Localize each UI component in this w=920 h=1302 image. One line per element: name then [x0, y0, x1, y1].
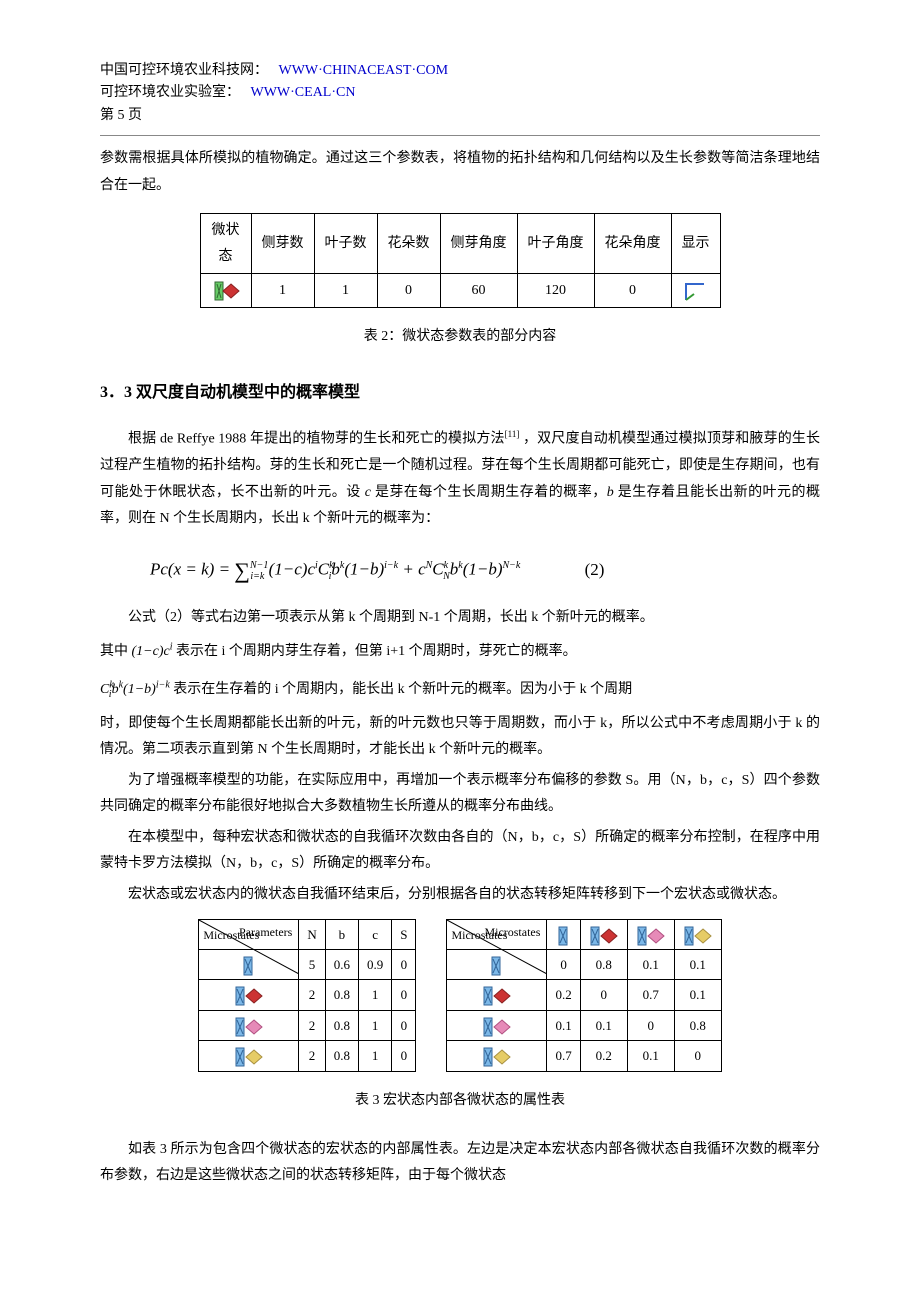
table-2-caption: 表 2：微状态参数表的部分内容 [100, 324, 820, 349]
t3r-icon-3 [447, 1041, 547, 1071]
table-3-right: Microstates Microstates 00.80.10.1 0.200… [446, 919, 721, 1072]
t3l-col-N: N [299, 919, 325, 949]
s33-p1-c: 是芽在每个生长周期生存着的概率， [371, 485, 607, 500]
ref-11: [11] [505, 429, 520, 439]
table-2-data-row: 1 1 0 60 120 0 [200, 273, 720, 307]
t2-h7: 显示 [671, 214, 720, 273]
s33-p4: Ckibk(1−b)i−k 表示在生存着的 i 个周期内，能长出 k 个新叶元的… [100, 673, 820, 707]
t3l-col-c: c [358, 919, 391, 949]
t3l-row-1: 20.810 [199, 980, 416, 1010]
intro-paragraph: 参数需根据具体所模拟的植物确定。通过这三个参数表，将植物的拓扑结构和几何结构以及… [100, 146, 820, 199]
s33-p1: 根据 de Reffye 1988 年提出的植物芽的生长和死亡的模拟方法[11]… [100, 426, 820, 533]
microstate-icon [211, 280, 241, 302]
t3r-row-3: 0.70.20.10 [447, 1041, 721, 1071]
formula-2: Pc(x = k) = ∑N−1i=k (1−c)ciCkibk(1−b)i−k… [100, 551, 820, 591]
expr-2: Ckibk(1−b)i−k [100, 682, 170, 697]
s33-p5: 时，即使每个生长周期都能长出新的叶元，新的叶元数也只等于周期数，而小于 k，所以… [100, 711, 820, 764]
sum-lower: i=k [250, 571, 264, 582]
t2-c4: 60 [440, 273, 517, 307]
s33-p3-a: 其中 [100, 644, 132, 659]
table-3-caption: 表 3 宏状态内部各微状态的属性表 [100, 1088, 820, 1113]
formula-number: (2) [585, 560, 605, 579]
t2-c1: 1 [251, 273, 314, 307]
t3r-diag: Microstates Microstates [447, 919, 547, 949]
s33-p3: 其中 (1−c)ci 表示在 i 个周期内芽生存着，但第 i+1 个周期时，芽死… [100, 635, 820, 669]
t2-c3: 0 [377, 273, 440, 307]
t2-h1: 侧芽数 [251, 214, 314, 273]
t2-icon-cell [200, 273, 251, 307]
table-3-wrapper: Parameters Microstates N b c S 50.60.90 … [100, 919, 820, 1072]
t3r-icon-1 [447, 980, 547, 1010]
t2-h4: 侧芽角度 [440, 214, 517, 273]
section-3-3-heading: 3．3 双尺度自动机模型中的概率模型 [100, 379, 820, 408]
page-number: 第 5 页 [100, 105, 820, 127]
t3r-col-2 [627, 919, 674, 949]
t2-h3: 花朵数 [377, 214, 440, 273]
s33-p2: 公式（2）等式右边第一项表示从第 k 个周期到 N-1 个周期，长出 k 个新叶… [100, 605, 820, 632]
t3l-col-S: S [392, 919, 416, 949]
display-icon [682, 280, 710, 302]
s33-p3-b: 表示在 i 个周期内芽生存着，但第 i+1 个周期时，芽死亡的概率。 [172, 644, 576, 659]
table-2: 微状态 侧芽数 叶子数 花朵数 侧芽角度 叶子角度 花朵角度 显示 1 1 0 … [200, 213, 721, 308]
t3r-col-3 [674, 919, 721, 949]
header-prefix-1: 中国可控环境农业科技网： [100, 63, 268, 78]
t3l-diag: Parameters Microstates [199, 919, 299, 949]
s33-p4-b: 表示在生存着的 i 个周期内，能长出 k 个新叶元的概率。因为小于 k 个周期 [170, 682, 632, 697]
t3r-col-0 [547, 919, 580, 949]
closing-para: 如表 3 所示为包含四个微状态的宏状态的内部属性表。左边是决定本宏状态内部各微状… [100, 1137, 820, 1190]
math-b: b [607, 485, 614, 500]
t2-h6: 花朵角度 [594, 214, 671, 273]
s33-p7: 在本模型中，每种宏状态和微状态的自我循环次数由各自的（N，b，c，S）所确定的概… [100, 825, 820, 878]
header-link-1[interactable]: WWW·CHINACEAST·COM [279, 63, 449, 78]
header-divider [100, 135, 820, 136]
t3l-row-2: 20.810 [199, 1010, 416, 1040]
t2-c5: 120 [517, 273, 594, 307]
t3r-row-2: 0.10.100.8 [447, 1010, 721, 1040]
t2-c2: 1 [314, 273, 377, 307]
t3r-row-1: 0.200.70.1 [447, 980, 721, 1010]
t2-c6: 0 [594, 273, 671, 307]
t3l-diag-bot: Microstates [203, 925, 259, 947]
t3l-icon-2 [199, 1010, 299, 1040]
s33-p8: 宏状态或宏状态内的微状态自我循环结束后，分别根据各自的状态转移矩阵转移到下一个宏… [100, 882, 820, 909]
t3r-icon-2 [447, 1010, 547, 1040]
sum-upper: N−1 [250, 560, 268, 571]
sigma-symbol: ∑ [234, 558, 250, 583]
header-line-1: 中国可控环境农业科技网： WWW·CHINACEAST·COM [100, 60, 820, 82]
header-prefix-2: 可控环境农业实验室： [100, 85, 240, 100]
t3r-diag-bot: Microstates [451, 925, 507, 947]
t3l-icon-3 [199, 1041, 299, 1071]
t2-display-cell [671, 273, 720, 307]
table-3-left: Parameters Microstates N b c S 50.60.90 … [198, 919, 416, 1072]
t2-h2: 叶子数 [314, 214, 377, 273]
t3r-col-1 [580, 919, 627, 949]
s33-p6: 为了增强概率模型的功能，在实际应用中，再增加一个表示概率分布偏移的参数 S。用（… [100, 768, 820, 821]
t3l-row-3: 20.810 [199, 1041, 416, 1071]
s33-p1-a: 根据 de Reffye 1988 年提出的植物芽的生长和死亡的模拟方法 [128, 432, 505, 447]
header-line-2: 可控环境农业实验室： WWW·CEAL·CN [100, 82, 820, 104]
expr-1: (1−c)ci [132, 644, 173, 659]
t3l-col-b: b [325, 919, 358, 949]
t3l-icon-1 [199, 980, 299, 1010]
formula-lhs: Pc(x = k) = [150, 560, 234, 579]
header-link-2[interactable]: WWW·CEAL·CN [251, 85, 356, 100]
t2-h0: 微状态 [200, 214, 251, 273]
table-2-header-row: 微状态 侧芽数 叶子数 花朵数 侧芽角度 叶子角度 花朵角度 显示 [200, 214, 720, 273]
t2-h5: 叶子角度 [517, 214, 594, 273]
